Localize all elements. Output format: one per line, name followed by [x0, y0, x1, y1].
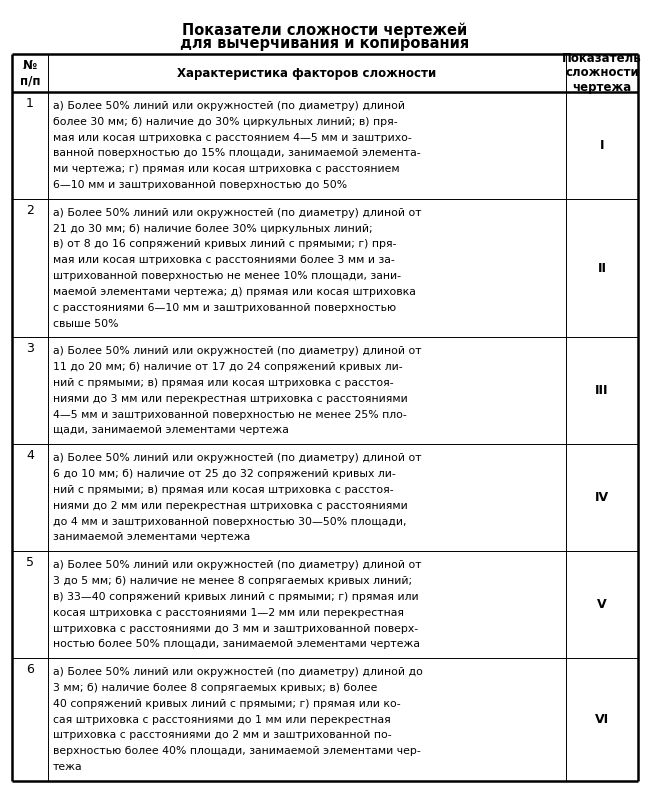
Text: III: III [595, 384, 609, 397]
Text: для вычерчивания и копирования: для вычерчивания и копирования [181, 36, 469, 51]
Text: штриховка с расстояниями до 3 мм и заштрихованной поверх-: штриховка с расстояниями до 3 мм и заштр… [53, 623, 418, 634]
Text: V: V [597, 598, 607, 611]
Text: 6—10 мм и заштрихованной поверхностью до 50%: 6—10 мм и заштрихованной поверхностью до… [53, 180, 347, 190]
Text: 6 до 10 мм; б) наличие от 25 до 32 сопряжений кривых ли-: 6 до 10 мм; б) наличие от 25 до 32 сопря… [53, 469, 396, 479]
Text: ниями до 2 мм или перекрестная штриховка с расстояниями: ниями до 2 мм или перекрестная штриховка… [53, 501, 408, 511]
Text: 3: 3 [26, 342, 34, 356]
Text: верхностью более 40% площади, занимаемой элементами чер-: верхностью более 40% площади, занимаемой… [53, 746, 421, 756]
Text: а) Более 50% линий или окружностей (по диаметру) длиной от: а) Более 50% линий или окружностей (по д… [53, 560, 422, 571]
Text: до 4 мм и заштрихованной поверхностью 30—50% площади,: до 4 мм и заштрихованной поверхностью 30… [53, 516, 406, 527]
Text: с расстояниями 6—10 мм и заштрихованной поверхностью: с расстояниями 6—10 мм и заштрихованной … [53, 303, 396, 312]
Text: Показатели сложности чертежей: Показатели сложности чертежей [183, 22, 467, 38]
Text: 5: 5 [26, 556, 34, 569]
Text: 3 до 5 мм; б) наличие не менее 8 сопрягаемых кривых линий;: 3 до 5 мм; б) наличие не менее 8 сопряга… [53, 576, 412, 586]
Text: ванной поверхностью до 15% площади, занимаемой элемента-: ванной поверхностью до 15% площади, зани… [53, 149, 421, 158]
Text: Показатель
сложности
чертежа: Показатель сложности чертежа [562, 51, 642, 94]
Text: 6: 6 [26, 663, 34, 676]
Text: тежа: тежа [53, 762, 83, 772]
Text: маемой элементами чертежа; д) прямая или косая штриховка: маемой элементами чертежа; д) прямая или… [53, 287, 416, 297]
Text: мая или косая штриховка с расстояниями более 3 мм и за-: мая или косая штриховка с расстояниями б… [53, 255, 395, 265]
Text: ностью более 50% площади, занимаемой элементами чертежа: ностью более 50% площади, занимаемой эле… [53, 639, 420, 649]
Text: а) Более 50% линий или окружностей (по диаметру) длиной от: а) Более 50% линий или окружностей (по д… [53, 453, 422, 464]
Text: а) Более 50% линий или окружностей (по диаметру) длиной от: а) Более 50% линий или окружностей (по д… [53, 346, 422, 357]
Text: 4—5 мм и заштрихованной поверхностью не менее 25% пло-: 4—5 мм и заштрихованной поверхностью не … [53, 410, 407, 419]
Text: в) 33—40 сопряжений кривых линий с прямыми; г) прямая или: в) 33—40 сопряжений кривых линий с прямы… [53, 592, 419, 602]
Text: II: II [597, 262, 606, 275]
Text: а) Более 50% линий или окружностей (по диаметру) длиной от: а) Более 50% линий или окружностей (по д… [53, 208, 422, 218]
Text: щади, занимаемой элементами чертежа: щади, занимаемой элементами чертежа [53, 426, 289, 435]
Text: Характеристика факторов сложности: Характеристика факторов сложности [177, 66, 437, 79]
Text: 2: 2 [26, 204, 34, 217]
Text: 1: 1 [26, 97, 34, 110]
Text: косая штриховка с расстояниями 1—2 мм или перекрестная: косая штриховка с расстояниями 1—2 мм ил… [53, 608, 404, 618]
Text: I: I [600, 139, 604, 152]
Text: IV: IV [595, 491, 609, 504]
Text: №
п/п: № п/п [20, 59, 40, 87]
Text: 3 мм; б) наличие более 8 сопрягаемых кривых; в) более: 3 мм; б) наличие более 8 сопрягаемых кри… [53, 683, 378, 693]
Text: сая штриховка с расстояниями до 1 мм или перекрестная: сая штриховка с расстояниями до 1 мм или… [53, 715, 391, 725]
Text: ний с прямыми; в) прямая или косая штриховка с расстоя-: ний с прямыми; в) прямая или косая штрих… [53, 378, 394, 388]
Text: более 30 мм; б) наличие до 30% циркульных линий; в) пря-: более 30 мм; б) наличие до 30% циркульны… [53, 116, 398, 127]
Text: 21 до 30 мм; б) наличие более 30% циркульных линий;: 21 до 30 мм; б) наличие более 30% циркул… [53, 224, 372, 234]
Text: ний с прямыми; в) прямая или косая штриховка с расстоя-: ний с прямыми; в) прямая или косая штрих… [53, 485, 394, 495]
Text: мая или косая штриховка с расстоянием 4—5 мм и заштрихо-: мая или косая штриховка с расстоянием 4—… [53, 132, 411, 142]
Text: VI: VI [595, 713, 609, 726]
Text: занимаемой элементами чертежа: занимаемой элементами чертежа [53, 532, 250, 542]
Text: ми чертежа; г) прямая или косая штриховка с расстоянием: ми чертежа; г) прямая или косая штриховк… [53, 164, 400, 174]
Text: в) от 8 до 16 сопряжений кривых линий с прямыми; г) пря-: в) от 8 до 16 сопряжений кривых линий с … [53, 239, 396, 249]
Text: а) Более 50% линий или окружностей (по диаметру) длиной: а) Более 50% линий или окружностей (по д… [53, 101, 405, 111]
Text: штрихованной поверхностью не менее 10% площади, зани-: штрихованной поверхностью не менее 10% п… [53, 271, 401, 281]
Text: а) Более 50% линий или окружностей (по диаметру) длиной до: а) Более 50% линий или окружностей (по д… [53, 667, 423, 677]
Text: свыше 50%: свыше 50% [53, 319, 118, 328]
Text: 4: 4 [26, 449, 34, 463]
Text: штриховка с расстояниями до 2 мм и заштрихованной по-: штриховка с расстояниями до 2 мм и заштр… [53, 730, 391, 741]
Text: 40 сопряжений кривых линий с прямыми; г) прямая или ко-: 40 сопряжений кривых линий с прямыми; г)… [53, 699, 400, 709]
Text: 11 до 20 мм; б) наличие от 17 до 24 сопряжений кривых ли-: 11 до 20 мм; б) наличие от 17 до 24 сопр… [53, 362, 402, 372]
Text: ниями до 3 мм или перекрестная штриховка с расстояниями: ниями до 3 мм или перекрестная штриховка… [53, 394, 408, 404]
